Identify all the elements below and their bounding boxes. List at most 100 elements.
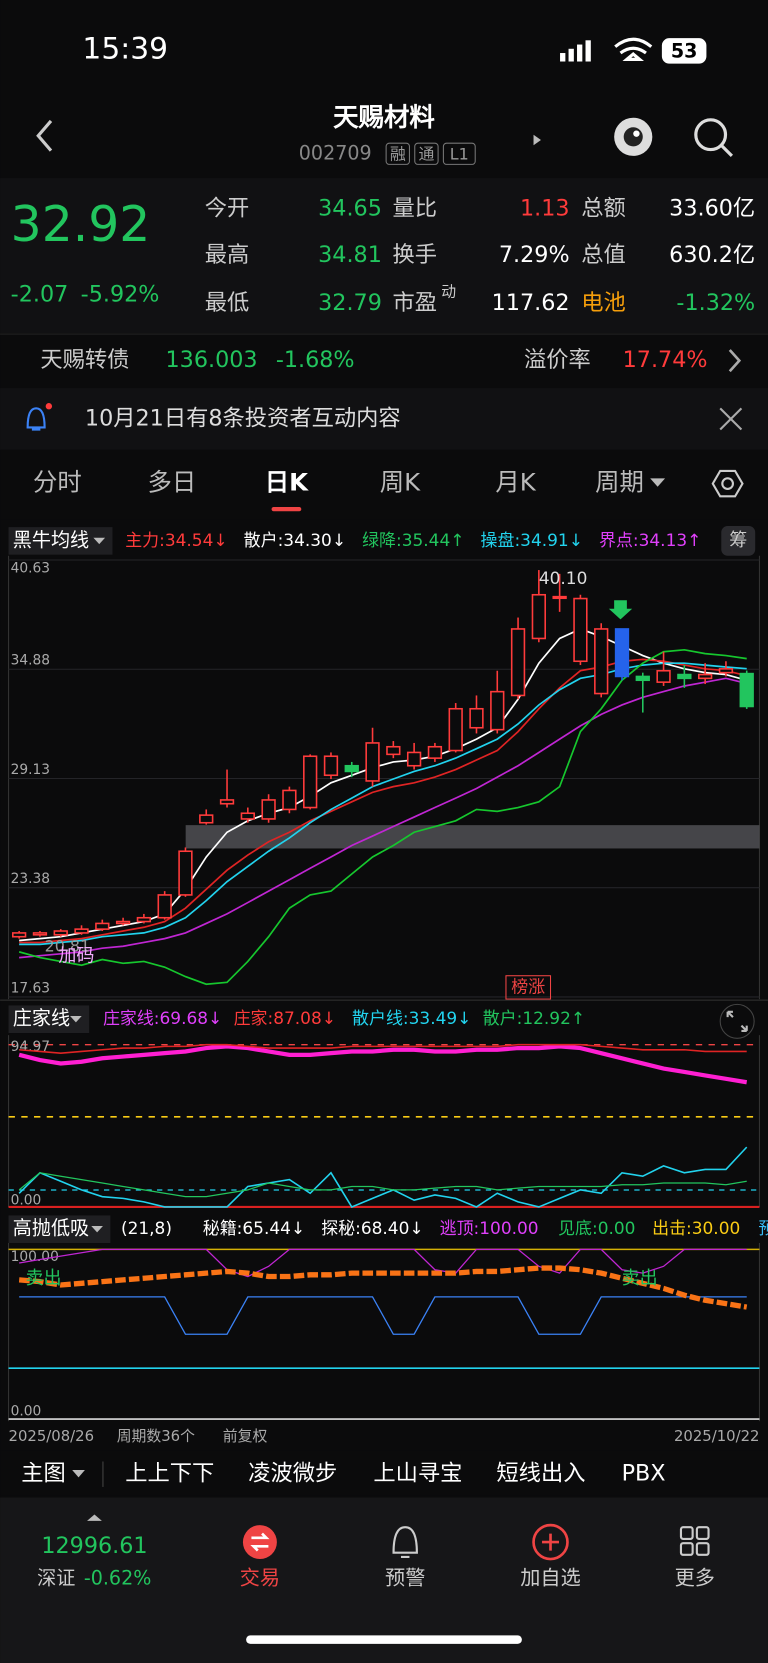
period-count: 周期数36个 [117, 1428, 195, 1445]
field-label: 最高 [205, 242, 250, 268]
chip-button[interactable] [721, 526, 756, 556]
indicator-tab[interactable]: PBX [622, 1461, 666, 1487]
chart-bg [0, 519, 768, 1512]
bottom-area: 2025/08/26 周期数36个 前复权 2025/10/22 主图 上上下下 凌波微步 上… [0, 1427, 768, 1663]
tab[interactable]: 多日 [148, 468, 197, 497]
next-arrow[interactable] [533, 134, 541, 146]
candle-body [510, 628, 526, 697]
legend-item: 主力:34.54↓ [125, 530, 227, 550]
candle-body [74, 928, 89, 934]
field-label: 总额 [581, 195, 626, 221]
tab[interactable]: 周期 [595, 468, 644, 497]
stock-code: 002709 [299, 141, 372, 164]
candle-body [635, 675, 650, 682]
field-value: -1.32% [676, 290, 755, 316]
signal-arrow [608, 600, 633, 620]
y-tick-label: 40.63 [11, 560, 50, 576]
indicator-line [18, 1172, 747, 1198]
expand-icon[interactable] [726, 1010, 748, 1032]
peak-label: 40.10 [539, 568, 588, 588]
indicator-tab[interactable]: 短线出入 [496, 1461, 585, 1487]
nav-item[interactable]: 加自选 [520, 1566, 580, 1590]
indicator-bar [0, 1450, 768, 1496]
tab[interactable]: 月K [495, 468, 536, 497]
chip-label: 筹 [729, 530, 747, 551]
search-icon[interactable] [694, 118, 733, 158]
field-label: 总值 [581, 242, 626, 268]
indicator-tab[interactable]: 上上下下 [125, 1461, 214, 1487]
badge-box [505, 975, 552, 1000]
main-indicator[interactable]: 主图 [21, 1461, 66, 1487]
indicator-line [19, 1296, 747, 1335]
badge-box [414, 142, 439, 165]
main-chart: 黑牛均线 主力:34.54↓ 散户:34.30↓ 绿降:35.44↑ 操盘:34.91↓… [8, 526, 760, 1000]
indicator-tab[interactable]: 上山寻宝 [373, 1461, 462, 1487]
back-button[interactable] [36, 119, 53, 152]
candle-body [531, 593, 547, 640]
tab[interactable]: 日K [265, 468, 309, 497]
field-sup: 动 [441, 284, 456, 301]
field-label: 量比 [392, 195, 437, 221]
notice-bar[interactable] [0, 388, 768, 450]
candle-body [323, 755, 339, 777]
nav-item[interactable]: 预警 [385, 1566, 425, 1590]
indicator-arrow [70, 1016, 82, 1023]
legend-item: 散户线:33.49↓ [352, 1008, 471, 1028]
candle-body [386, 745, 401, 756]
candle-body [552, 595, 567, 600]
indicator-arrow [93, 537, 106, 545]
legend-item: 操盘:34.91↓ [481, 530, 583, 550]
period-tabs: 分时 多日 日K 周K 月K 周期 [33, 468, 666, 512]
tab[interactable]: 分时 [33, 468, 82, 497]
candle-body [157, 894, 172, 919]
premium: 17.74% [623, 347, 708, 373]
alert-icon [392, 1526, 418, 1559]
tab[interactable]: 周K [380, 468, 421, 497]
field-value: 7.29% [499, 242, 570, 268]
trade-arrows [250, 1532, 270, 1552]
candle-body [282, 789, 297, 811]
indicator-line [18, 1044, 748, 1085]
nav-item[interactable]: 更多 [675, 1566, 715, 1590]
candle-body [697, 673, 713, 680]
bell-icon [26, 407, 46, 431]
candle-body [614, 628, 630, 678]
signal-label: 卖出 [26, 1268, 62, 1289]
legend-item: 秘籍:65.44↓ [203, 1218, 305, 1238]
panel-3: 高抛低吸 (21,8) 秘籍:65.44↓ 探秘:68.40↓ 逃顶:100.00 见底:… [8, 1215, 768, 1422]
add-icon [542, 1533, 559, 1551]
indicator-box[interactable] [8, 1215, 111, 1244]
indicator-line [19, 1043, 747, 1054]
candle-body [303, 755, 318, 809]
bond-price: 136.003 [166, 347, 258, 373]
date-start: 2025/08/26 [9, 1428, 94, 1445]
expand-bg [719, 1003, 755, 1039]
price: 32.92 [11, 196, 151, 253]
legend-item: 散户:12.92↑ [483, 1008, 585, 1028]
candle-body [199, 814, 214, 824]
indicator-line [18, 1265, 748, 1310]
field-value: 34.81 [318, 242, 382, 268]
signal-label: 卖出 [622, 1268, 658, 1289]
bond-chevron[interactable] [728, 349, 742, 373]
y-tick-label: 100.00 [11, 1249, 59, 1265]
settings-icon[interactable] [711, 469, 744, 498]
adjust: 前复权 [223, 1427, 268, 1445]
nav-item[interactable]: 交易 [240, 1566, 280, 1590]
index-name: 深证 [37, 1567, 75, 1590]
dropdown-arrow [72, 1469, 85, 1478]
candle-body [344, 764, 359, 773]
mascot-icon[interactable] [614, 117, 653, 156]
ma-line [19, 677, 747, 959]
field-value: 630.2亿 [669, 242, 755, 268]
indicator-box[interactable] [8, 527, 113, 555]
indicator-tab[interactable]: 凌波微步 [248, 1461, 337, 1487]
close-notice[interactable] [719, 407, 743, 431]
indicator-name: 庄家线 [13, 1007, 70, 1030]
field-value: 117.62 [492, 290, 570, 316]
rank-badge: 榜涨 [511, 976, 545, 996]
badges: 融通 L1 [385, 142, 476, 165]
badge: 通 [418, 144, 434, 163]
notice-dot [45, 403, 53, 410]
candle-body [11, 932, 27, 938]
